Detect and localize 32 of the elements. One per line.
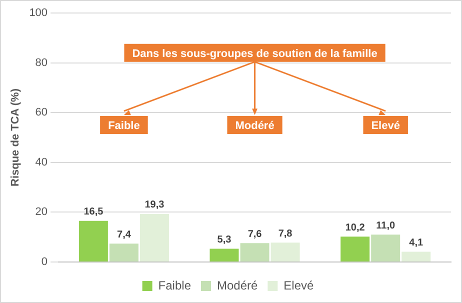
data-label: 19,3: [144, 200, 165, 211]
y-axis-title: Risque de TCA (%): [10, 88, 22, 186]
bar: [78, 220, 108, 262]
bar: [270, 242, 300, 262]
legend-label: Modéré: [216, 278, 258, 292]
annotation: Dans les sous-groupes de soutien de la famille: [132, 48, 378, 60]
bar: [210, 248, 239, 262]
data-label: 7,4: [117, 229, 132, 240]
y-tick-label: 60: [35, 106, 48, 119]
data-label: 7,8: [278, 228, 293, 240]
y-tick-label: 100: [29, 7, 48, 20]
data-label: 10,2: [345, 222, 366, 234]
data-label: 11,0: [376, 220, 396, 232]
x-tick-label: Faible: [108, 120, 140, 132]
x-tick-label: Elevé: [371, 120, 400, 132]
bar: [140, 214, 169, 262]
bar: [371, 234, 400, 262]
y-tick-label: 80: [35, 56, 48, 69]
y-tick-label: 0: [41, 256, 48, 268]
legend-label: Faible: [158, 278, 192, 292]
bar: [240, 243, 270, 262]
bar: [109, 244, 138, 262]
x-tick-label: Modéré: [235, 120, 274, 132]
data-label: 4,1: [409, 238, 424, 249]
data-label: 7,6: [248, 228, 262, 240]
y-tick-label: 40: [35, 156, 48, 168]
y-tick-label: 20: [35, 206, 48, 218]
data-label: 16,5: [84, 206, 104, 218]
legend-label: Elevé: [284, 278, 314, 292]
data-label: 5,3: [217, 234, 232, 246]
bar: [402, 252, 431, 262]
bar: [340, 236, 370, 262]
